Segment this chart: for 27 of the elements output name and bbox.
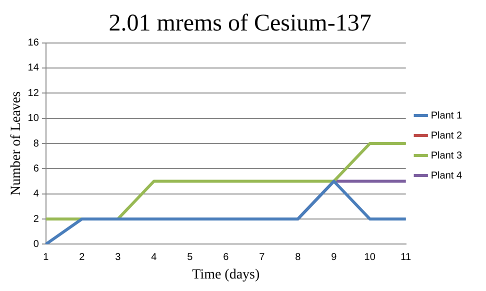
y-tick-label: 16 xyxy=(28,38,40,49)
y-tick-label: 12 xyxy=(28,88,40,99)
chart-title: 2.01 mrems of Cesium-137 xyxy=(108,10,372,37)
x-tick-label: 10 xyxy=(364,252,376,263)
x-tick-label: 4 xyxy=(151,252,158,263)
x-axis-title: Time (days) xyxy=(192,267,260,282)
y-tick-label: 14 xyxy=(28,62,40,74)
y-axis-title: Number of Leaves xyxy=(9,91,24,196)
legend-label: Plant 1 xyxy=(430,110,462,122)
y-tick-label: 8 xyxy=(33,138,40,150)
x-tick-label: 3 xyxy=(115,252,122,263)
x-tick-label: 5 xyxy=(187,252,194,263)
x-tick-label: 7 xyxy=(259,252,266,263)
x-tick-label: 1 xyxy=(43,252,50,263)
legend-label: Plant 4 xyxy=(430,170,462,182)
y-tick-label: 2 xyxy=(33,214,40,225)
y-tick-label: 6 xyxy=(33,163,40,174)
legend-label: Plant 2 xyxy=(430,130,462,142)
y-tick-label: 4 xyxy=(33,188,40,200)
x-tick-label: 2 xyxy=(79,252,86,263)
y-tick-label: 0 xyxy=(33,238,40,250)
x-tick-label: 9 xyxy=(331,252,338,263)
legend-label: Plant 3 xyxy=(430,150,462,162)
x-tick-label: 8 xyxy=(295,252,302,263)
x-tick-label: 6 xyxy=(223,252,230,263)
y-tick-label: 10 xyxy=(28,113,40,124)
x-tick-label: 11 xyxy=(400,252,412,263)
